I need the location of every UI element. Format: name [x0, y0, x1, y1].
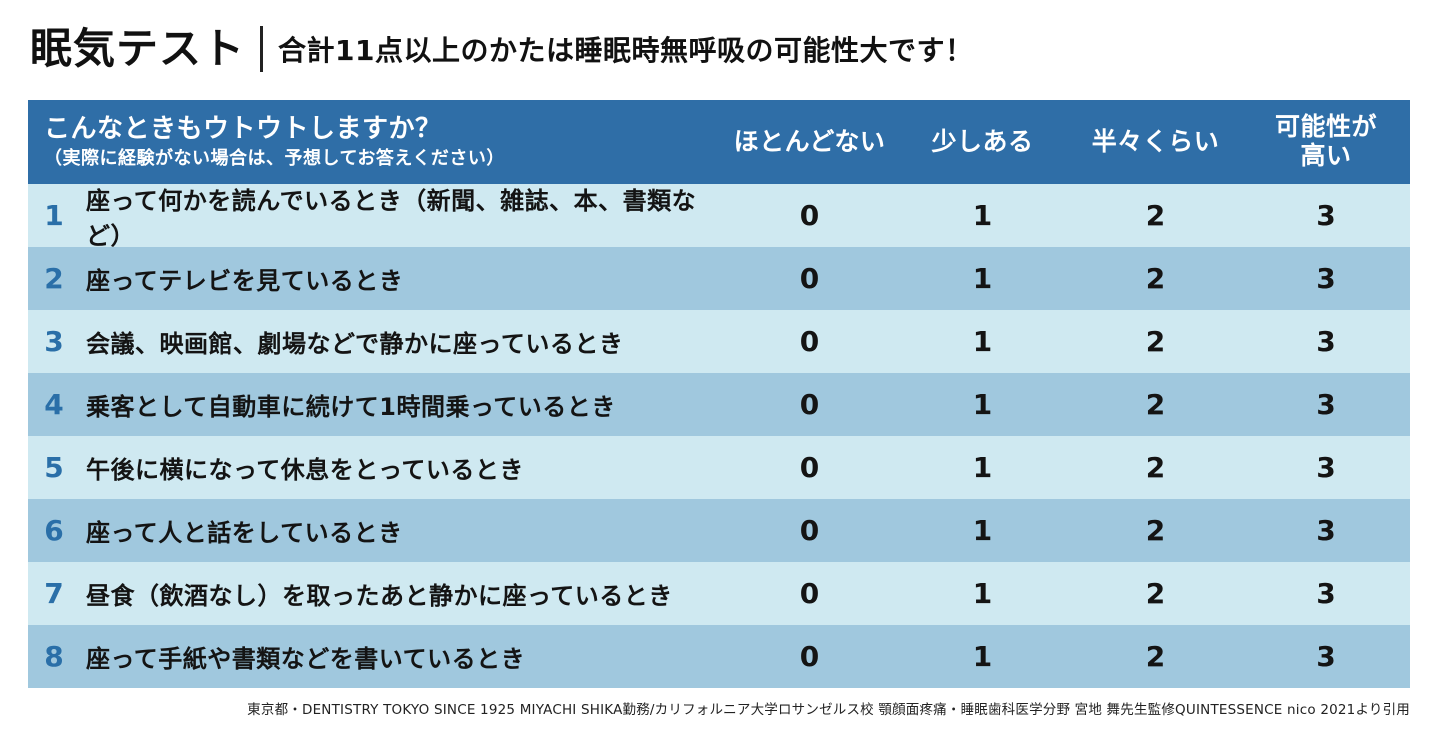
score-cell: 0 [799, 325, 820, 358]
table-row: 6 座って人と話をしているとき 0 1 2 3 [28, 499, 1410, 562]
row-question: 座って何かを読んでいるとき（新聞、雑誌、本、書類など） [86, 186, 697, 250]
page-subtitle: 合計11点以上のかたは睡眠時無呼吸の可能性大です！ [278, 34, 974, 68]
row-question: 座って手紙や書類などを書いているとき [86, 645, 526, 673]
question-column-header: こんなときもウトウトしますか？ （実際に経験がない場合は、予想してお答えください… [28, 113, 723, 170]
score-cell: 1 [972, 199, 993, 232]
score-cell: 1 [972, 577, 993, 610]
table-row: 5 午後に横になって休息をとっているとき 0 1 2 3 [28, 436, 1410, 499]
score-cell: 0 [799, 262, 820, 295]
score-cell: 3 [1316, 262, 1336, 295]
score-cell: 2 [1145, 451, 1166, 484]
table-body: 1 座って何かを読んでいるとき（新聞、雑誌、本、書類など） 0 1 2 3 2 … [28, 184, 1410, 688]
score-cell: 2 [1145, 577, 1166, 610]
row-number: 7 [44, 577, 64, 610]
row-question: 昼食（飲酒なし）を取ったあと静かに座っているとき [86, 582, 673, 610]
row-question: 座って人と話をしているとき [86, 519, 403, 547]
table-row: 2 座ってテレビを見ているとき 0 1 2 3 [28, 247, 1410, 310]
row-number: 4 [44, 388, 64, 421]
question-header-note: （実際に経験がない場合は、予想してお答えください） [44, 148, 505, 170]
score-cell: 0 [799, 451, 820, 484]
table-row: 8 座って手紙や書類などを書いているとき 0 1 2 3 [28, 625, 1410, 688]
row-question: 乗客として自動車に続けて1時間乗っているとき [86, 393, 616, 421]
row-number: 8 [44, 640, 64, 673]
score-cell: 0 [799, 640, 820, 673]
score-cell: 1 [972, 451, 993, 484]
row-number: 5 [44, 451, 64, 484]
column-header-slight: 少しある [896, 126, 1069, 157]
row-question: 会議、映画館、劇場などで静かに座っているとき [86, 330, 624, 358]
score-cell: 1 [972, 262, 993, 295]
title-divider [260, 26, 264, 73]
score-cell: 1 [972, 514, 993, 547]
citation-text: 東京都・DENTISTRY TOKYO SINCE 1925 MIYACHI S… [247, 702, 1410, 718]
table-row: 4 乗客として自動車に続けて1時間乗っているとき 0 1 2 3 [28, 373, 1410, 436]
score-cell: 2 [1145, 640, 1166, 673]
column-header-almost-never: ほとんどない [723, 126, 896, 157]
row-question: 座ってテレビを見ているとき [86, 267, 404, 295]
sleepiness-test-table: こんなときもウトウトしますか？ （実際に経験がない場合は、予想してお答えください… [28, 100, 1410, 688]
column-header-label: ほとんどない [733, 126, 886, 156]
score-cell: 1 [972, 388, 993, 421]
score-cell: 3 [1316, 577, 1336, 610]
table-row: 7 昼食（飲酒なし）を取ったあと静かに座っているとき 0 1 2 3 [28, 562, 1410, 625]
score-cell: 2 [1145, 514, 1166, 547]
score-cell: 0 [799, 514, 820, 547]
column-header-moderate: 半々くらい [1069, 126, 1242, 157]
row-number: 6 [44, 514, 64, 547]
score-cell: 3 [1316, 325, 1336, 358]
score-cell: 3 [1316, 199, 1336, 232]
column-header-label: 可能性が高い [1274, 112, 1377, 170]
score-cell: 0 [799, 577, 820, 610]
score-cell: 2 [1145, 325, 1166, 358]
row-number: 3 [44, 325, 64, 358]
table-row: 3 会議、映画館、劇場などで静かに座っているとき 0 1 2 3 [28, 310, 1410, 373]
score-cell: 2 [1145, 388, 1166, 421]
table-header-row: こんなときもウトウトしますか？ （実際に経験がない場合は、予想してお答えください… [28, 100, 1410, 184]
column-header-label: 半々くらい [1091, 126, 1220, 156]
score-cell: 3 [1316, 388, 1336, 421]
row-number: 1 [44, 199, 64, 232]
column-header-high: 可能性が高い [1242, 112, 1410, 171]
score-cell: 3 [1316, 514, 1336, 547]
score-cell: 0 [799, 388, 820, 421]
score-cell: 2 [1145, 262, 1166, 295]
score-cell: 1 [972, 640, 993, 673]
score-cell: 3 [1316, 451, 1336, 484]
row-question: 午後に横になって休息をとっているとき [86, 456, 524, 484]
row-number: 2 [44, 262, 64, 295]
score-cell: 1 [972, 325, 993, 358]
table-row: 1 座って何かを読んでいるとき（新聞、雑誌、本、書類など） 0 1 2 3 [28, 184, 1410, 250]
score-cell: 3 [1316, 640, 1336, 673]
title-block: 眠気テスト 合計11点以上のかたは睡眠時無呼吸の可能性大です！ [30, 24, 974, 73]
score-cell: 0 [799, 199, 820, 232]
score-cell: 2 [1145, 199, 1166, 232]
column-header-label: 少しある [931, 126, 1034, 156]
question-header-main: こんなときもウトウトしますか？ [44, 114, 442, 145]
page-title: 眠気テスト [30, 24, 246, 73]
